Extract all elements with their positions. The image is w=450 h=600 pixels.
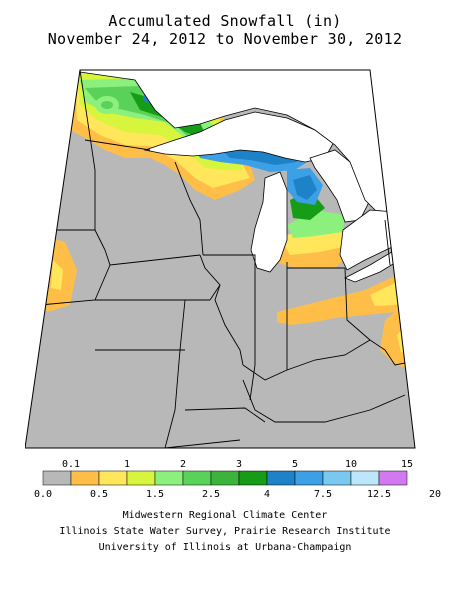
snowfall-legend: 0.1 1 2 3 5 10 15 0.0 0.5 1.5 2.5 4 7.5 12.5 20 <box>34 459 441 500</box>
legend-swatch <box>154 470 184 486</box>
map-date-range: November 24, 2012 to November 30, 2012 <box>47 30 403 48</box>
legend-top-label: 1 <box>124 459 130 470</box>
credit-line-2: Illinois State Water Survey, Prairie Res… <box>59 526 391 537</box>
snow-band-plains-yellow <box>51 260 63 290</box>
legend-bottom-label: 0.0 <box>34 489 52 500</box>
legend-swatch <box>266 470 296 486</box>
legend-bottom-label: 7.5 <box>314 489 332 500</box>
legend-swatch <box>210 470 240 486</box>
snow-band-michigan-dark-blue <box>293 175 317 200</box>
legend-bottom-label: 4 <box>264 489 270 500</box>
legend-swatch <box>182 470 212 486</box>
legend-top-label: 0.1 <box>62 459 80 470</box>
snowfall-map <box>25 69 416 449</box>
legend-bottom-label: 2.5 <box>202 489 220 500</box>
legend-swatch <box>126 470 156 486</box>
legend-top-label: 15 <box>401 459 413 470</box>
legend-bottom-label: 12.5 <box>367 489 391 500</box>
lake-michigan <box>250 171 288 273</box>
snow-band-michigan-green <box>287 210 345 238</box>
legend-top-label: 5 <box>292 459 298 470</box>
map-frame <box>25 69 416 449</box>
legend-swatch <box>350 470 380 486</box>
credit-line-3: University of Illinois at Urbana-Champai… <box>98 542 352 553</box>
legend-bottom-label: 1.5 <box>146 489 164 500</box>
legend-top-label: 2 <box>180 459 186 470</box>
legend-top-label: 10 <box>345 459 357 470</box>
legend-swatch <box>238 470 268 486</box>
legend-bottom-label: 0.5 <box>90 489 108 500</box>
snow-band-ohio-orange <box>277 268 415 325</box>
legend-swatch <box>70 470 100 486</box>
snow-spot-minnesota-core <box>101 101 113 109</box>
legend-swatch <box>378 470 408 486</box>
credit-line-1: Midwestern Regional Climate Center <box>122 510 328 521</box>
legend-swatch <box>294 470 324 486</box>
legend-top-label: 3 <box>236 459 242 470</box>
legend-swatch <box>98 470 128 486</box>
legend-swatch <box>322 470 352 486</box>
legend-swatch <box>42 470 72 486</box>
state-borders <box>39 70 411 448</box>
map-title: Accumulated Snowfall (in) <box>108 12 342 30</box>
legend-bottom-label: 20 <box>429 489 441 500</box>
